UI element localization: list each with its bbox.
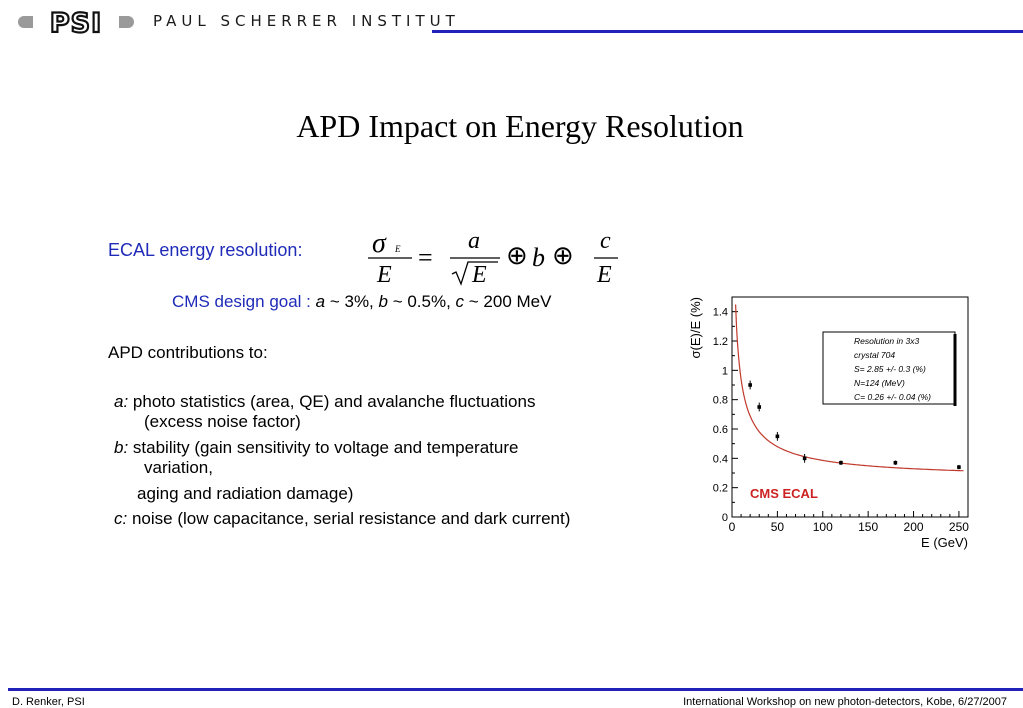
x-axis-label: E (GeV) bbox=[921, 535, 968, 550]
institute-name: PAUL SCHERRER INSTITUT bbox=[153, 12, 460, 30]
formula-oplus-1: ⊕ bbox=[506, 241, 528, 270]
list-item-continuation: variation, bbox=[144, 458, 213, 477]
logo-text: PSI bbox=[50, 8, 102, 37]
design-goal-label: CMS design goal : bbox=[172, 292, 311, 311]
data-point bbox=[775, 434, 780, 439]
list-item-continuation: (excess noise factor) bbox=[144, 412, 301, 431]
goal-c: c bbox=[455, 292, 465, 311]
list-item: a: photo statistics (area, QE) and avala… bbox=[114, 392, 535, 412]
y-tick-label: 0.6 bbox=[713, 424, 728, 436]
y-tick-label: 0.8 bbox=[713, 395, 728, 407]
list-item: b: stability (gain sensitivity to voltag… bbox=[114, 438, 518, 458]
fit-results-line: C= 0.26 +/- 0.04 (%) bbox=[854, 392, 931, 402]
y-tick-label: 1 bbox=[722, 365, 728, 377]
x-tick-label: 250 bbox=[949, 520, 969, 534]
x-tick-label: 0 bbox=[729, 520, 736, 534]
list-item: aging and radiation damage) bbox=[137, 484, 354, 503]
formula-a: a bbox=[468, 228, 480, 254]
footer-author: D. Renker, PSI bbox=[12, 696, 85, 708]
cms-ecal-annotation: CMS ECAL bbox=[750, 486, 818, 501]
formula-denominator-e2: E bbox=[596, 262, 612, 288]
item-text: stability (gain sensitivity to voltage a… bbox=[128, 438, 519, 457]
goal-b-value: ~ 0.5%, bbox=[387, 292, 456, 311]
data-point bbox=[957, 465, 961, 469]
resolution-chart: 0 50 100 150 200 250 0 0.2 0.4 0.6 0.8 1 1.2 1.4 E (Ge… bbox=[688, 296, 969, 550]
data-point bbox=[748, 383, 752, 387]
x-tick-label: 100 bbox=[813, 520, 833, 534]
y-tick-label: 1.2 bbox=[713, 336, 728, 348]
item-text: photo statistics (area, QE) and avalanch… bbox=[128, 392, 536, 411]
formula-sqrt-e: E bbox=[471, 262, 487, 288]
data-point bbox=[802, 456, 807, 461]
goal-a-value: ~ 3%, bbox=[325, 292, 379, 311]
apd-contributions-heading: APD contributions to: bbox=[108, 343, 268, 362]
header-divider bbox=[432, 30, 1023, 33]
y-axis-label: σ(E)/E (%) bbox=[688, 297, 703, 358]
list-item: c: noise (low capacitance, serial resist… bbox=[114, 509, 570, 529]
x-tick-label: 200 bbox=[904, 520, 924, 534]
plot-frame bbox=[731, 296, 969, 518]
data-point bbox=[893, 460, 898, 465]
data-point bbox=[839, 460, 843, 465]
psi-logo: PSI bbox=[18, 7, 134, 37]
x-tick-label: 50 bbox=[771, 520, 785, 534]
item-text: noise (low capacitance, serial resistanc… bbox=[127, 509, 571, 528]
goal-b: b bbox=[378, 292, 388, 311]
fit-curve bbox=[735, 304, 964, 472]
formula-sigma: σ bbox=[372, 228, 387, 259]
resolution-formula: σ E E = a E ⊕ b ⊕ c E bbox=[368, 228, 618, 288]
goal-c-value: ~ 200 MeV bbox=[464, 292, 552, 311]
slide-title: APD Impact on Energy Resolution bbox=[296, 108, 744, 144]
item-key: c: bbox=[114, 509, 128, 528]
item-key: b: bbox=[114, 438, 129, 457]
formula-equals: = bbox=[418, 243, 433, 272]
fit-results-line: S= 2.85 +/- 0.3 (%) bbox=[854, 364, 926, 374]
fit-results-line: N=124 (MeV) bbox=[854, 378, 905, 388]
y-tick-label: 0.4 bbox=[713, 453, 728, 465]
y-tick-label: 0 bbox=[722, 512, 728, 524]
footer-divider bbox=[8, 688, 1023, 691]
data-point bbox=[757, 405, 762, 409]
fit-results-line: crystal 704 bbox=[854, 350, 895, 360]
goal-a: a bbox=[315, 292, 326, 311]
design-goal: CMS design goal : a ~ 3%, b ~ 0.5%, c ~ … bbox=[172, 292, 551, 312]
y-tick-label: 1.4 bbox=[713, 307, 728, 319]
formula-oplus-2: ⊕ bbox=[552, 241, 574, 270]
fit-results-box bbox=[822, 331, 956, 405]
ecal-label: ECAL energy resolution: bbox=[108, 240, 303, 260]
formula-b: b bbox=[532, 243, 545, 272]
fit-results-line: Resolution in 3x3 bbox=[854, 336, 919, 346]
formula-denominator-e: E bbox=[376, 262, 392, 288]
formula-sigma-sub: E bbox=[394, 244, 401, 254]
item-key: a: bbox=[114, 392, 129, 411]
footer-event: International Workshop on new photon-det… bbox=[683, 696, 1007, 708]
formula-c: c bbox=[600, 228, 611, 254]
x-tick-label: 150 bbox=[858, 520, 878, 534]
y-tick-label: 0.2 bbox=[713, 483, 728, 495]
